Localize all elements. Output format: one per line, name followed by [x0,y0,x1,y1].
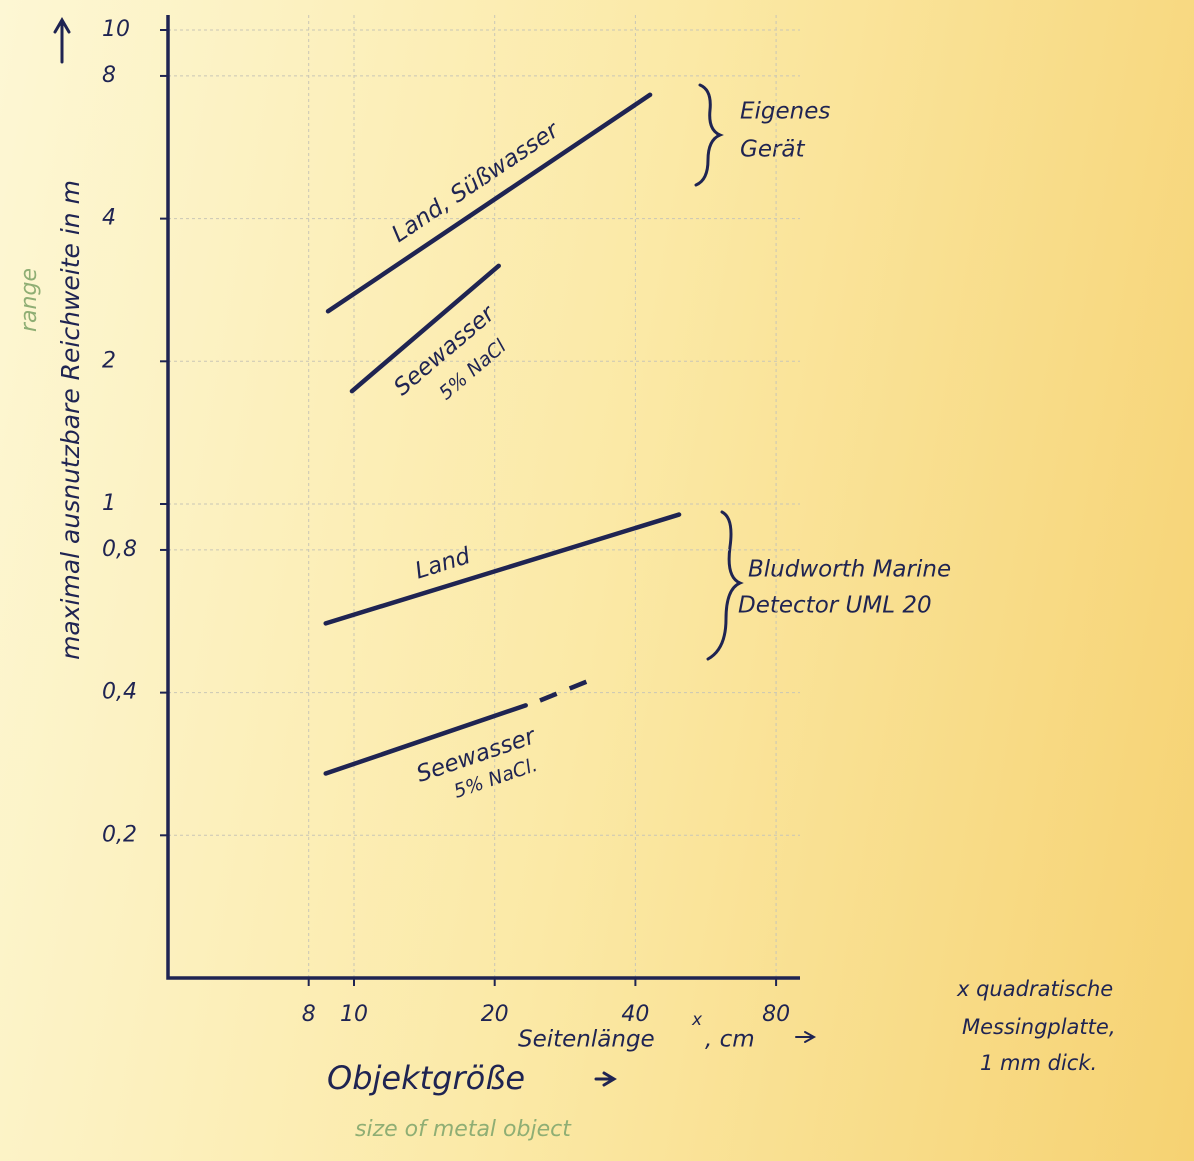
y-tick-label: 0,4 [102,680,137,705]
footnote: x quadratische [956,977,1113,1001]
y-tick-label: 8 [102,63,116,88]
y-axis-note: range [17,268,42,332]
series-extrapolation [540,678,596,701]
y-axis-label: maximal ausnutzbare Reichweite in m [56,180,85,660]
series-label: Land, Süßwasser [387,117,564,248]
y-tick-label: 4 [102,206,116,231]
group-label: Detector UML 20 [738,593,932,619]
x-unit-label: x [691,1010,703,1030]
group-label: Gerät [740,137,806,163]
x-tick-label: 10 [340,1002,368,1027]
y-tick-label: 2 [102,348,116,373]
series-line [326,515,679,624]
y-tick-label: 0,8 [102,537,137,562]
x-axis-label: Objektgröße [327,1059,525,1097]
x-tick-label: 80 [762,1002,790,1027]
group-label: Bludworth Marine [748,557,951,583]
page: {"chart_data": { "type": "line", "x_scal… [0,0,1194,1161]
x-unit-label: , cm [705,1027,755,1053]
chart: Eigenes Gerät Bludworth Marine Detector … [0,0,1194,1161]
axes [168,15,800,978]
group-label: Eigenes [740,99,830,125]
footnote: Messingplatte, [962,1015,1116,1039]
y-tick-label: 0,2 [102,822,137,847]
y-tick-label: 1 [102,491,116,516]
series-line [328,95,650,312]
series-label: Land [412,543,474,584]
x-arrow [596,1073,614,1085]
footnote: 1 mm dick. [980,1051,1097,1075]
x-tick-label: 40 [621,1002,649,1027]
x-tick-label: 8 [302,1002,316,1027]
brace [708,512,740,659]
unit-arrow [796,1032,814,1042]
y-arrow [55,20,69,62]
x-tick-label: 20 [481,1002,509,1027]
x-unit-label: Seitenlänge [518,1027,655,1053]
brace [696,85,720,185]
x-axis-note: size of metal object [355,1117,572,1142]
y-tick-label: 10 [102,17,130,42]
